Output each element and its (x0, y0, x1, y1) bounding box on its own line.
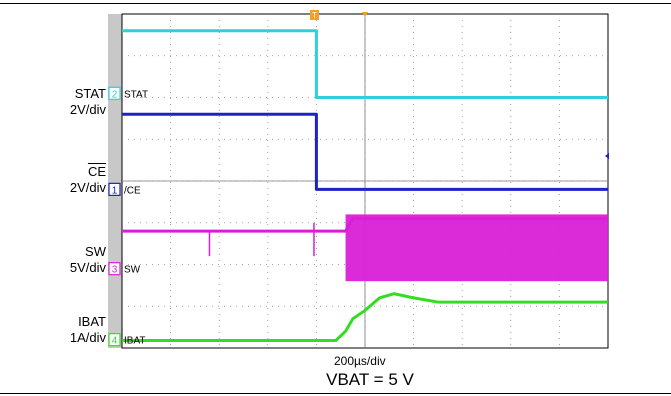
sw-name: SW (85, 244, 106, 259)
channel-3-marker (108, 262, 121, 276)
bottom-rule (0, 393, 671, 394)
ce-channel-label: CE 2V/div (10, 164, 106, 196)
channel-3-number: 3 (112, 265, 118, 276)
channel-1-marker (108, 182, 121, 196)
ibat-name: IBAT (78, 314, 106, 329)
channel-4-marker (108, 333, 121, 347)
vbat-note: VBAT = 5 V (326, 370, 414, 389)
channel-2-number: 2 (112, 89, 118, 100)
channel-4-tag: IBAT (124, 336, 145, 347)
trigger-marker (309, 10, 319, 20)
channel-4-number: 4 (112, 336, 118, 347)
trace-ce (122, 112, 608, 191)
trace-ibat (122, 292, 608, 342)
channel-1-tag: /CE (124, 185, 141, 196)
time-scale-label: 200µs/div (334, 354, 386, 368)
ibat-channel-label: IBAT 1A/div (10, 314, 106, 346)
channel-2-marker (108, 86, 121, 100)
top-rule (0, 3, 671, 4)
channel-3-tag: SW (124, 265, 141, 276)
trace-sw (122, 217, 608, 233)
channel-marker-bar (108, 14, 122, 348)
channel-2-tag: STAT (124, 89, 148, 100)
ibat-scale: 1A/div (69, 330, 106, 345)
ce-scale: 2V/div (69, 180, 106, 195)
stat-name: STAT (74, 86, 106, 101)
sw-scale: 5V/div (69, 260, 106, 275)
sw-switching-band (345, 214, 608, 282)
time-reference-marker (362, 12, 368, 17)
trigger-level-marker (605, 152, 609, 159)
trace-stat (122, 29, 608, 99)
trigger-marker-label: T (312, 11, 317, 20)
stat-scale: 2V/div (69, 102, 106, 117)
stat-channel-label: STAT 2V/div (10, 86, 106, 118)
channel-1-number: 1 (112, 185, 118, 196)
ce-name: CE (87, 164, 106, 179)
sw-channel-label: SW 5V/div (10, 244, 106, 276)
